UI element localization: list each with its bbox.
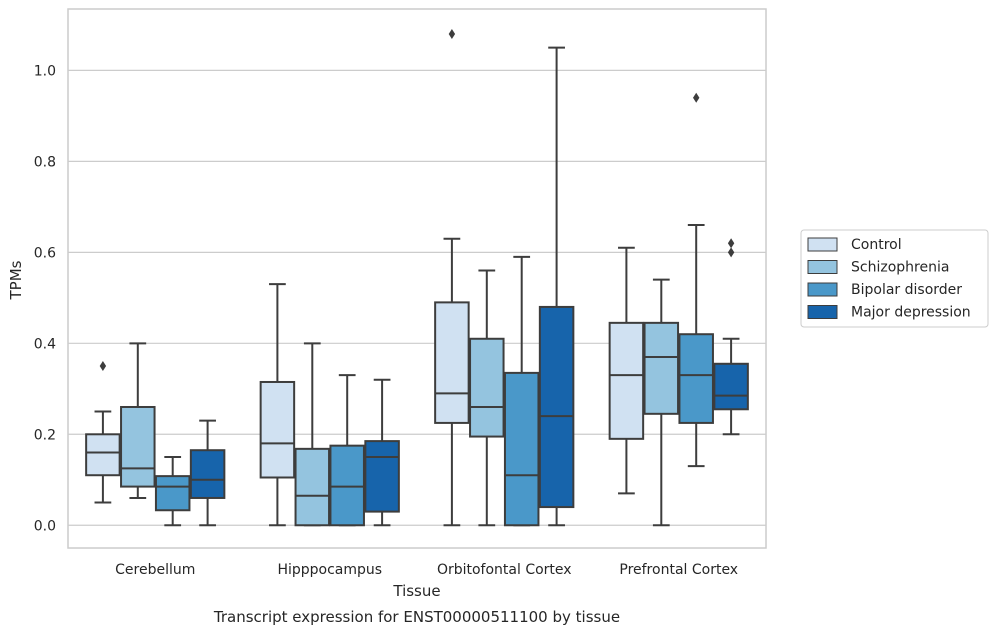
x-tick-label: Prefrontal Cortex <box>619 562 738 578</box>
box-schizophrenia <box>294 342 331 527</box>
iqr-box <box>154 475 191 512</box>
box-control <box>608 246 645 495</box>
iqr-box <box>85 433 121 477</box>
box-schizophrenia <box>120 342 156 499</box>
y-tick-labels: 0.0 0.2 0.4 0.6 0.8 1.0 <box>34 63 56 534</box>
legend-label: Schizophrenia <box>851 260 949 276</box>
iqr-box <box>538 305 575 509</box>
x-tick-labels: Cerebellum Hipppocampus Orbitofontal Corte… <box>115 562 738 578</box>
box-bipolar-disorder <box>503 255 540 527</box>
outlier-point <box>727 247 735 258</box>
legend: Control Schizophrenia Bipolar disorder Majo… <box>800 229 989 328</box>
x-tick-label: Orbitofontal Cortex <box>437 562 572 578</box>
iqr-box <box>294 447 331 527</box>
legend-label: Control <box>851 237 902 253</box>
box-bipolar-disorder <box>154 456 191 527</box>
x-tick-label: Hipppocampus <box>277 562 382 578</box>
box-major-depression <box>364 378 400 527</box>
iqr-box <box>713 362 749 411</box>
legend-swatch <box>807 260 838 274</box>
iqr-box <box>189 449 226 499</box>
iqr-box <box>364 440 400 513</box>
iqr-box <box>434 301 470 424</box>
gridlines <box>68 69 766 526</box>
figure-caption: Transcript expression for ENST0000051110… <box>213 608 620 626</box>
iqr-box <box>678 333 714 424</box>
legend-swatch <box>807 237 838 252</box>
box-bipolar-disorder <box>329 374 365 527</box>
outlier-point <box>448 29 456 40</box>
y-tick-label: 1.0 <box>34 63 56 79</box>
y-tick-label: 0.8 <box>34 154 56 170</box>
y-tick-label: 0.4 <box>34 336 56 352</box>
iqr-box <box>643 321 680 415</box>
outlier-point <box>99 361 107 372</box>
box-control <box>259 283 296 527</box>
x-tick-label: Cerebellum <box>115 562 195 578</box>
box-bipolar-disorder <box>678 92 714 468</box>
plot-frame <box>67 8 767 549</box>
box-control <box>434 29 470 527</box>
outlier-point <box>727 238 735 249</box>
box-control <box>85 361 121 504</box>
box-major-depression <box>538 46 575 527</box>
y-axis-label: TPMs <box>7 260 25 300</box>
y-tick-label: 0.0 <box>34 518 56 534</box>
box-schizophrenia <box>643 278 680 527</box>
box-major-depression <box>713 238 749 436</box>
legend-swatch <box>807 282 838 297</box>
y-tick-label: 0.6 <box>34 245 56 261</box>
legend-frame <box>800 229 989 328</box>
x-axis-label: Tissue <box>392 582 440 600</box>
legend-label: Bipolar disorder <box>851 282 962 298</box>
iqr-box <box>259 380 296 479</box>
iqr-box <box>120 405 156 488</box>
iqr-box <box>469 337 505 438</box>
box-schizophrenia <box>469 269 505 527</box>
y-tick-label: 0.2 <box>34 427 56 443</box>
box-plots <box>85 29 749 527</box>
legend-label: Major depression <box>851 305 971 321</box>
outlier-point <box>693 92 700 103</box>
iqr-box <box>608 321 645 440</box>
iqr-box <box>503 371 540 527</box>
legend-swatch <box>807 305 838 319</box>
box-major-depression <box>189 419 226 527</box>
iqr-box <box>329 444 365 527</box>
